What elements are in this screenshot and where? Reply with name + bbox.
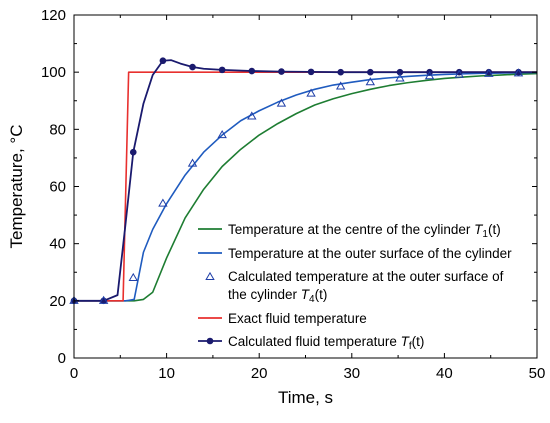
legend-symbol: T: [401, 334, 411, 349]
y-tick-label: 120: [41, 7, 66, 24]
legend-marker-dot: [206, 337, 214, 345]
data-point: [515, 68, 522, 76]
series-layer: [69, 57, 538, 305]
legend-label: Temperature at the outer surface of the …: [228, 246, 512, 261]
data-point: [485, 68, 493, 76]
y-axis-title: Temperature, °C: [7, 125, 26, 249]
legend-symbol: T: [474, 222, 484, 237]
y-tick-label: 80: [49, 121, 66, 138]
data-point-triangle: [276, 98, 287, 107]
legend-symbol: T: [301, 287, 311, 302]
x-tick-label: 50: [529, 365, 546, 382]
data-point-triangle: [365, 77, 376, 86]
data-point: [367, 68, 374, 76]
data-point: [189, 63, 196, 71]
legend-label: Calculated fluid temperature Tf(t): [228, 334, 424, 352]
x-axis-title: Time, s: [278, 388, 333, 407]
legend: Temperature at the centre of the cylinde…: [198, 222, 512, 352]
x-tick-label: 40: [436, 365, 453, 382]
legend-argument: (t): [412, 334, 425, 349]
data-point: [159, 57, 167, 65]
data-point: [129, 148, 137, 156]
data-point-triangle: [187, 158, 198, 167]
legend-label: Exact fluid temperature: [228, 311, 367, 326]
y-tick-label: 0: [58, 350, 66, 367]
data-point-triangle: [335, 81, 346, 90]
x-tick-label: 0: [70, 365, 78, 382]
data-point: [337, 68, 344, 76]
legend-marker-triangle: [205, 271, 215, 281]
y-tick-label: 60: [49, 179, 66, 196]
legend-label-text: the cylinder: [228, 287, 301, 302]
legend-label: Temperature at the centre of the cylinde…: [228, 222, 501, 240]
data-point-triangle: [513, 68, 524, 77]
x-tick-label: 10: [158, 365, 175, 382]
y-tick-label: 100: [41, 64, 66, 81]
legend-argument: (t): [315, 287, 328, 302]
data-point-triangle: [484, 68, 494, 77]
data-point: [248, 67, 256, 75]
data-point-triangle: [158, 198, 168, 207]
data-point-triangle: [454, 69, 464, 78]
legend-label-text: Temperature at the centre of the cylinde…: [228, 222, 474, 237]
plot-frame: [73, 14, 538, 359]
data-point-triangle: [247, 111, 257, 120]
data-point: [278, 68, 285, 75]
legend-argument: (t): [488, 222, 501, 237]
legend-subscript: 1: [482, 229, 488, 240]
data-point: [218, 66, 226, 74]
data-point-triangle: [98, 295, 109, 304]
axes-layer: 0 10 20 30 40 50 0 20 40 60 80 100 120: [41, 7, 545, 382]
legend-subscript: f: [409, 341, 412, 352]
legend-label-line1: Calculated temperature at the outer surf…: [228, 269, 504, 284]
x-tick-label: 20: [251, 365, 268, 382]
data-point: [396, 68, 404, 76]
data-point-triangle: [128, 272, 138, 281]
series-line-4: [74, 59, 537, 302]
legend-subscript: 4: [309, 294, 315, 305]
data-point-triangle: [217, 129, 227, 139]
data-point-triangle: [424, 71, 435, 80]
data-point-triangle: [306, 88, 316, 97]
x-tick-label: 30: [343, 365, 360, 382]
data-point-triangle: [395, 73, 405, 82]
y-tick-label: 20: [49, 293, 66, 310]
y-tick-label: 40: [49, 236, 66, 253]
legend-label: the cylinder T4(t): [228, 287, 327, 305]
data-point: [307, 68, 315, 76]
legend-label-text: Calculated fluid temperature: [228, 334, 401, 349]
